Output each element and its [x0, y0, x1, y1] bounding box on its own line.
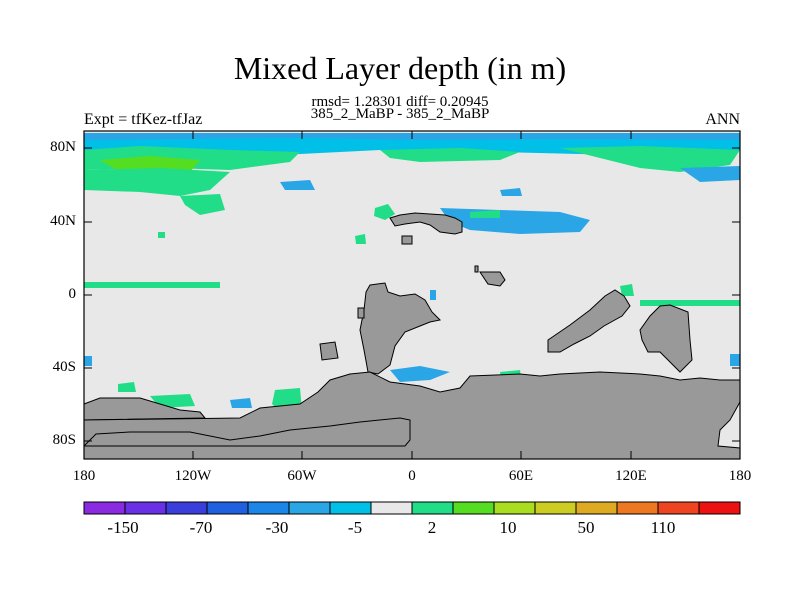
lon-tick-label: 0	[408, 468, 416, 484]
colorbar-label: 50	[577, 518, 595, 537]
lon-tick-label: 60W	[287, 468, 317, 484]
colorbar-label: 10	[499, 518, 517, 537]
colorbar-box	[657, 501, 700, 515]
colorbar-box	[247, 501, 290, 515]
plot-title: Mixed Layer depth (in m)	[233, 50, 567, 86]
colorbar-label: -70	[189, 518, 213, 537]
stats-subtitle: rmsd= 1.28301 diff= 0.20945	[311, 94, 489, 110]
colorbar-box	[288, 501, 331, 515]
colorbar-box	[575, 501, 618, 515]
colorbar-label: -150	[107, 518, 139, 537]
colorbar-box	[329, 501, 372, 515]
lat-tick-label: 0	[68, 286, 77, 302]
colorbar-box	[534, 501, 577, 515]
lat-tick-label: 80S	[52, 432, 76, 448]
colorbar	[83, 501, 741, 515]
colorbar-label: -5	[347, 518, 363, 537]
colorbar-box	[83, 501, 126, 515]
colorbar-box	[165, 501, 208, 515]
colorbar-label: 110	[650, 518, 676, 537]
colorbar-box	[698, 501, 741, 515]
lon-tick-label: 120W	[174, 468, 212, 484]
lon-tick-label: 120E	[615, 468, 647, 484]
lat-tick-label: 40S	[52, 359, 76, 375]
colorbar-box	[370, 501, 413, 515]
colorbar-box	[616, 501, 659, 515]
lon-tick-label: 180	[72, 468, 96, 484]
colorbar-box	[452, 501, 495, 515]
colorbar-label: -30	[265, 518, 289, 537]
colorbar-box	[411, 501, 454, 515]
axis-ticks	[83, 131, 741, 459]
lon-tick-label: 180	[728, 468, 752, 484]
colorbar-box	[206, 501, 249, 515]
season-label: ANN	[705, 111, 740, 128]
land-masses	[83, 212, 741, 460]
lon-tick-label: 60E	[508, 468, 534, 484]
colorbar-label: 2	[427, 518, 437, 537]
cases-subtitle: 385_2_MaBP - 385_2_MaBP	[310, 106, 490, 122]
experiment-label: Expt = tfKez-tfJaz	[84, 111, 203, 128]
lat-tick-label: 40N	[50, 213, 76, 229]
lat-tick-label: 80N	[50, 139, 76, 155]
colorbar-box	[493, 501, 536, 515]
colorbar-box	[124, 501, 167, 515]
